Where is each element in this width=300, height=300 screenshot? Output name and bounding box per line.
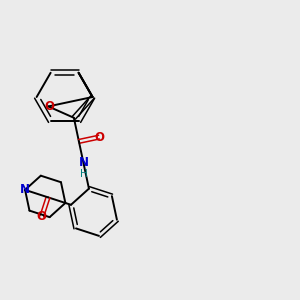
Text: O: O <box>44 100 54 113</box>
Text: O: O <box>37 210 47 223</box>
Text: N: N <box>20 183 30 196</box>
Text: N: N <box>79 157 89 169</box>
Text: H: H <box>80 169 88 179</box>
Text: O: O <box>94 130 104 144</box>
